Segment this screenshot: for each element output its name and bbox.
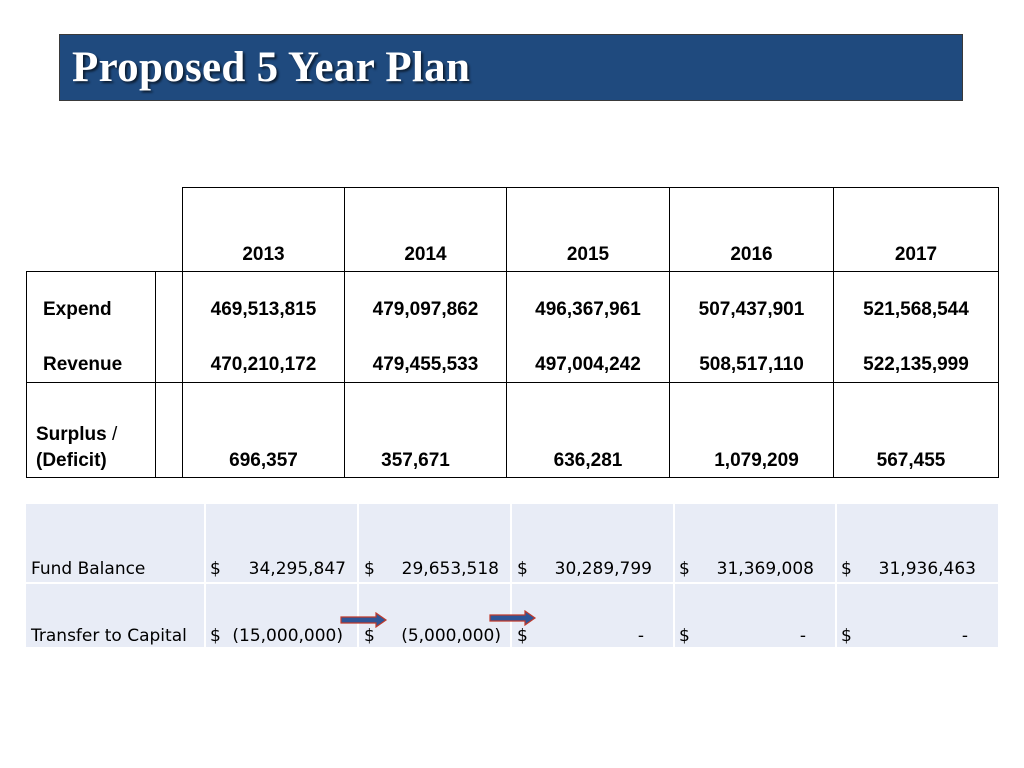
table-cell: 34,295,847 xyxy=(248,559,346,579)
table-cell-bg xyxy=(359,504,510,582)
table-cell-bg xyxy=(675,504,835,582)
table-cell-bg xyxy=(837,584,998,647)
row-label: Transfer to Capital xyxy=(31,626,187,646)
table-rule xyxy=(833,187,834,478)
column-header: 2014 xyxy=(404,244,447,265)
table-cell: (15,000,000) xyxy=(232,626,343,646)
table-cell: 522,135,999 xyxy=(863,354,969,375)
table-cell: - xyxy=(799,626,806,646)
table-cell: 567,455 xyxy=(876,450,946,471)
table-rule xyxy=(26,382,999,383)
right-arrow-icon xyxy=(340,612,388,628)
row-label: Expend xyxy=(43,299,112,320)
table-cell-bg xyxy=(512,504,673,582)
right-arrow-icon xyxy=(489,610,537,626)
table-cell-bg xyxy=(675,584,835,647)
table-cell: (5,000,000) xyxy=(401,626,501,646)
table-cell: 1,079,209 xyxy=(714,450,799,471)
table-cell-bg xyxy=(206,504,357,582)
table-rule xyxy=(26,477,999,478)
table-cell: 479,097,862 xyxy=(372,299,479,320)
table-cell: 31,936,463 xyxy=(878,559,976,579)
table-cell: 31,369,008 xyxy=(716,559,814,579)
table-cell: 469,513,815 xyxy=(210,299,317,320)
page-title: Proposed 5 Year Plan xyxy=(72,44,471,91)
currency-sign: $ xyxy=(679,559,690,579)
table-cell: 507,437,901 xyxy=(698,299,805,320)
table-cell: - xyxy=(961,626,968,646)
currency-sign: $ xyxy=(210,559,221,579)
row-label-slash: / xyxy=(112,424,118,445)
table-cell: 496,367,961 xyxy=(535,299,641,320)
column-header: 2013 xyxy=(242,244,285,265)
currency-sign: $ xyxy=(210,626,221,646)
table-rule xyxy=(26,271,27,478)
currency-sign: $ xyxy=(517,559,528,579)
column-header: 2015 xyxy=(566,244,610,265)
table-rule xyxy=(506,187,507,478)
table-rule xyxy=(182,187,999,188)
table-rule xyxy=(344,187,345,478)
row-label: (Deficit) xyxy=(36,450,107,471)
table-cell: 29,653,518 xyxy=(401,559,499,579)
table-cell: 357,671 xyxy=(381,450,450,471)
table-cell: 497,004,242 xyxy=(535,354,641,375)
row-label: Surplus / xyxy=(36,424,117,446)
table-cell-bg xyxy=(512,584,673,647)
table-rule xyxy=(182,187,183,478)
table-cell-bg xyxy=(26,584,204,647)
table-cell: 479,455,533 xyxy=(372,354,479,375)
title-bar: Proposed 5 Year Plan xyxy=(59,34,963,101)
table-rule xyxy=(26,271,999,272)
table-cell-bg xyxy=(26,504,204,582)
table-cell: 696,357 xyxy=(229,450,298,471)
row-label: Fund Balance xyxy=(31,559,146,579)
currency-sign: $ xyxy=(364,626,375,646)
table-cell: 30,289,799 xyxy=(554,559,652,579)
table-cell: 636,281 xyxy=(553,450,623,471)
currency-sign: $ xyxy=(364,559,375,579)
row-label: Revenue xyxy=(43,354,123,375)
table-rule xyxy=(155,271,156,478)
table-cell: 470,210,172 xyxy=(210,354,317,375)
table-cell-bg xyxy=(206,584,357,647)
currency-sign: $ xyxy=(841,626,852,646)
row-label-part: Surplus xyxy=(36,424,107,445)
table-rule xyxy=(669,187,670,478)
table-rule xyxy=(998,187,999,478)
currency-sign: $ xyxy=(517,626,528,646)
table-cell-bg xyxy=(359,584,510,647)
currency-sign: $ xyxy=(841,559,852,579)
column-header: 2017 xyxy=(894,244,938,265)
column-header: 2016 xyxy=(730,244,773,265)
table-cell: - xyxy=(637,626,644,646)
table-cell: 521,568,544 xyxy=(863,299,969,320)
table-cell: 508,517,110 xyxy=(699,354,804,375)
table-cell-bg xyxy=(837,504,998,582)
currency-sign: $ xyxy=(679,626,690,646)
